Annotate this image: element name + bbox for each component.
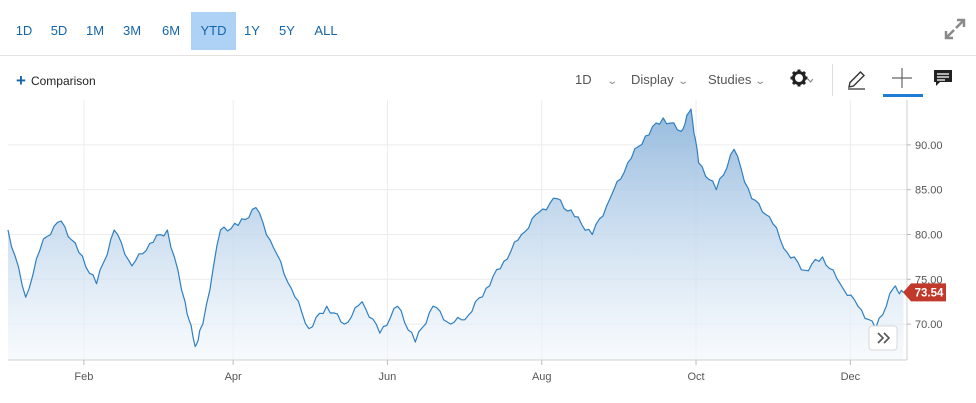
x-tick-label: Oct — [687, 371, 704, 383]
double-chevron-right-icon — [877, 332, 891, 344]
price-chart[interactable]: Feb Apr Jun Aug Oct Dec 70.00 75.00 80.00 85.00 9… — [0, 100, 976, 400]
range-button-1d[interactable]: 1D — [15, 23, 33, 38]
chevron-down-icon: ⌄ — [676, 76, 689, 87]
x-tick-label: Jun — [379, 371, 397, 383]
x-tick-label: Feb — [74, 371, 93, 383]
range-button-5y[interactable]: 5Y — [279, 23, 295, 38]
comment-icon[interactable] — [931, 66, 955, 90]
current-price-badge: 73.54 — [903, 283, 946, 302]
top-divider — [0, 55, 976, 56]
range-button-5d[interactable]: 5D — [50, 23, 68, 38]
y-tick-label: 85.00 — [915, 185, 943, 197]
pencil-icon[interactable] — [845, 68, 869, 92]
chevron-down-icon: ⌄ — [605, 76, 618, 87]
expand-icon[interactable] — [944, 18, 966, 40]
interval-label: 1D — [575, 72, 592, 87]
active-tool-indicator — [883, 94, 923, 97]
display-dropdown[interactable]: Display ⌄ — [631, 72, 689, 87]
y-tick-label: 80.00 — [915, 229, 943, 241]
x-axis-ticks: Feb Apr Jun Aug Oct Dec — [74, 360, 861, 383]
x-tick-label: Apr — [225, 371, 242, 383]
display-label: Display — [631, 72, 674, 87]
range-selector: 1D 5D 1M 3M 6M YTD 1Y 5Y ALL — [0, 12, 976, 50]
studies-label: Studies — [708, 72, 752, 87]
studies-dropdown[interactable]: Studies ⌄ — [708, 72, 767, 87]
scroll-right-button[interactable] — [868, 325, 898, 351]
range-button-all[interactable]: ALL — [314, 23, 338, 38]
x-tick-label: Dec — [841, 371, 861, 383]
range-button-3m[interactable]: 3M — [122, 23, 142, 38]
plus-icon: + — [16, 71, 26, 90]
crosshair-icon[interactable] — [890, 66, 914, 90]
price-series-line — [7, 108, 904, 348]
y-tick-label: 70.00 — [915, 319, 943, 331]
range-button-1m[interactable]: 1M — [85, 23, 105, 38]
range-button-1y[interactable]: 1Y — [244, 23, 260, 38]
y-tick-label: 75.00 — [915, 274, 943, 286]
interval-dropdown[interactable]: 1D ⌄ — [575, 72, 618, 87]
chevron-down-icon: ⌄ — [754, 76, 767, 87]
comparison-button[interactable]: + Comparison — [16, 71, 96, 90]
chart-toolbar: + Comparison 1D ⌄ Display ⌄ Studies ⌄ — [0, 64, 976, 97]
toolbar-separator — [832, 64, 833, 96]
x-tick-label: Aug — [532, 371, 552, 383]
y-tick-label: 90.00 — [915, 140, 943, 152]
range-button-6m[interactable]: 6M — [161, 23, 181, 38]
comparison-label: Comparison — [30, 74, 96, 88]
current-price-label: 73.54 — [915, 287, 944, 299]
y-axis-ticks: 70.00 75.00 80.00 85.00 90.00 — [907, 140, 943, 331]
range-button-ytd[interactable]: YTD — [191, 12, 236, 50]
price-area-fill — [8, 109, 904, 360]
gear-icon[interactable] — [789, 68, 813, 92]
